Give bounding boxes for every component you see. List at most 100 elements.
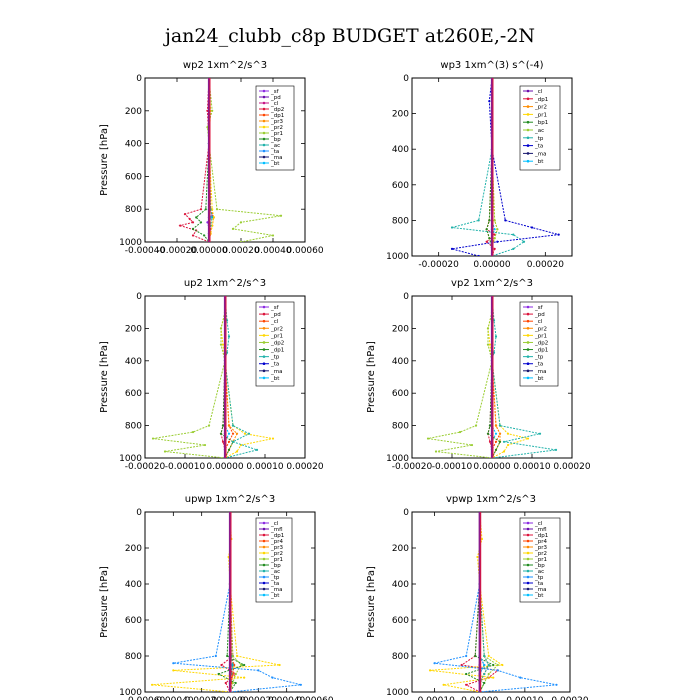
data-point [498,440,502,443]
y-tick-label: 1000 [386,252,409,262]
series-group [428,512,558,692]
x-tick-label: 0.00060 [286,246,323,256]
data-point [227,424,231,427]
data-point [493,237,496,240]
legend-label: _ac [270,569,280,575]
data-point [433,662,436,665]
data-point [496,663,499,667]
legend-marker [526,587,530,591]
series-line [491,296,557,458]
y-tick-label: 600 [125,616,142,626]
x-tick-label: -0.00010 [432,462,473,472]
data-point [191,221,195,224]
legend-marker [262,312,266,316]
legend-label: _ma [534,369,546,375]
x-tick-label: 0.00060 [296,696,333,700]
data-point [199,208,203,211]
legend-marker [526,533,530,537]
legend-label: _pr2 [270,326,283,332]
data-point [214,654,217,658]
y-tick-label: 0 [136,74,142,84]
data-point [428,669,432,672]
data-point [501,663,504,667]
data-point [483,681,486,685]
y-tick-label: 1000 [119,454,142,464]
legend-marker [262,305,266,309]
legend-marker [526,563,530,567]
x-tick-label: -0.00010 [165,462,206,472]
legend-label: _mfl [534,527,547,533]
data-point [486,343,490,346]
legend-label: _ma [270,369,282,375]
data-point [504,219,507,222]
data-point [163,450,167,453]
legend-marker [526,312,530,316]
x-tick-label: -0.00020 [418,260,459,270]
data-point [506,443,510,447]
legend-label: _pr4 [270,539,284,545]
data-point [240,663,243,667]
data-point [243,432,247,435]
data-point [234,672,237,676]
x-tick-label: 0.00000 [211,696,248,700]
legend-label: _ta [270,581,279,587]
data-point [207,424,211,427]
figure-title: jan24_clubb_c8p BUDGET at260E,-2N [163,25,535,47]
legend-marker [262,355,266,358]
legend-label: _dp1 [270,533,284,539]
x-tick-label: 0.00020 [240,696,277,700]
y-tick-label: 1000 [119,688,142,698]
data-point [227,448,231,451]
series-group [151,296,275,458]
legend-label: _dp2 [270,340,284,346]
data-point [494,432,498,435]
x-tick-label: -0.00020 [157,246,198,256]
legend-label: _dp2 [534,340,548,346]
legend-marker [262,334,266,337]
legend-box [519,85,561,171]
data-point [488,440,492,443]
data-point [494,335,498,338]
data-point [243,663,246,667]
x-tick-label: 0.00020 [527,260,564,270]
legend-marker [262,545,266,549]
data-point [220,663,223,667]
legend-marker [526,105,530,108]
legend-marker [262,533,266,537]
data-point [203,443,207,447]
legend-marker [262,348,266,351]
legend-marker [526,355,530,358]
y-tick-label: 600 [392,181,409,191]
data-point [557,233,560,236]
data-point [227,335,231,338]
legend-marker [526,557,530,561]
legend-marker [526,159,530,163]
y-tick-label: 1000 [386,454,409,464]
y-tick-label: 200 [125,107,142,117]
y-tick-label: 600 [392,616,409,626]
data-point [255,448,259,451]
y-tick-label: 800 [125,205,142,215]
data-point [191,430,195,434]
legend-label: _ac [534,128,544,134]
y-tick-label: 600 [125,172,142,182]
data-point [219,327,223,330]
data-point [211,208,214,211]
series-line [434,512,557,692]
x-tick-label: 0.00000 [206,462,243,472]
legend: _sf_pd_cl_dp2_dp1_pr3_pr2_pr1_bp_ac_ta_m… [255,85,295,171]
legend-label: _tp [534,575,544,581]
legend-label: _ma [270,155,282,161]
data-point [493,228,496,231]
legend-marker [262,319,266,323]
data-point [247,432,251,435]
legend-label: _ac [534,569,544,575]
legend-label: _bt [270,161,280,167]
legend-marker [262,521,266,525]
legend-marker [526,376,530,380]
legend-label: _tp [534,136,544,142]
legend-label: _pr1 [534,333,547,339]
legend-label: _dp1 [534,97,548,103]
legend-marker [262,89,266,93]
